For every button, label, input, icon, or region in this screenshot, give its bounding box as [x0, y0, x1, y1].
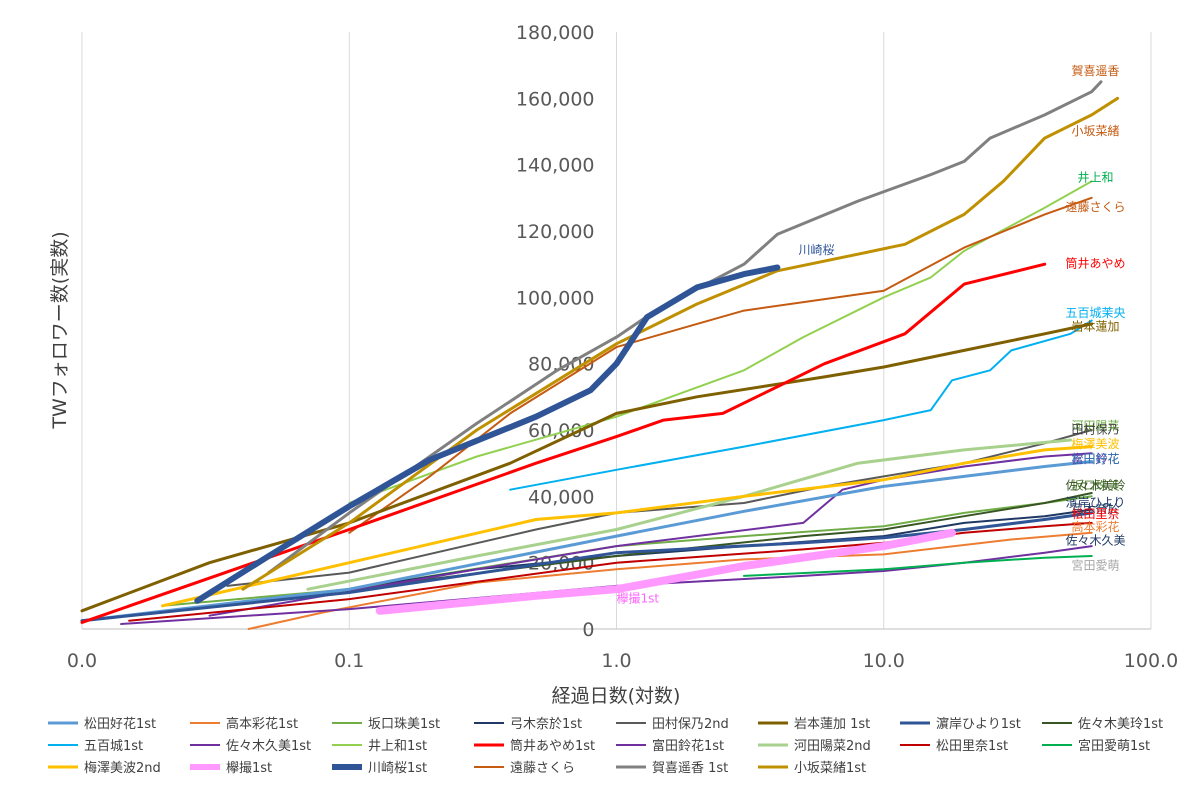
- series-line-14: [128, 521, 1093, 622]
- series-label: 井上和: [1078, 170, 1114, 184]
- series-line-0: [80, 460, 1094, 623]
- series-label: 田村保乃: [1072, 422, 1120, 436]
- legend-label: 遠藤さくら: [510, 761, 575, 776]
- legend-label: 高本彩花1st: [226, 716, 298, 732]
- series-line-1: [247, 531, 1093, 630]
- legend-label: 坂口珠美1st: [368, 717, 440, 732]
- series-label: 佐々木美玲: [1066, 479, 1126, 493]
- series-label: 高本彩花: [1072, 519, 1120, 534]
- legend-label: 川崎桜1st: [368, 761, 427, 776]
- series-line-10: [348, 180, 1093, 504]
- legend-label: 賀喜遥香 1st: [652, 761, 728, 776]
- legend-label: 佐々木久美1st: [226, 739, 311, 754]
- series-label: 松田里奈: [1072, 507, 1120, 521]
- y-tick-label: 40,000: [528, 486, 594, 508]
- series-line-7: [348, 492, 1093, 591]
- series-label: 富田鈴花: [1072, 451, 1120, 466]
- series-label: 弓木奈於: [1072, 501, 1120, 516]
- series-label: 梅澤美波: [1072, 436, 1120, 451]
- legend-label: 筒井あやめ1st: [510, 738, 595, 754]
- x-tick-label: 100.0: [1124, 650, 1178, 672]
- x-tick-label: 1.0: [601, 650, 631, 672]
- series-line-3: [306, 508, 1093, 597]
- legend-label: 松田里奈1st: [936, 739, 1008, 754]
- x-tick-label: 0.0: [67, 650, 97, 672]
- x-tick-label: 0.1: [334, 650, 364, 672]
- series-line-15: [743, 555, 1093, 577]
- series-labels: 川崎桜 賀喜遥香小坂菜緒井上和遠藤さくら筒井あやめ五百城茉央岩本蓮加河田陽菜田村保…: [617, 64, 1126, 605]
- legend-label: 佐々木美玲1st: [1078, 717, 1163, 732]
- series-label: 筒井あやめ: [1066, 255, 1126, 270]
- legend-label: 五百城1st: [84, 739, 143, 754]
- series-line-21: [241, 96, 1120, 591]
- legend-label: 宮田愛萌1st: [1078, 738, 1150, 754]
- legend-label: 松田好花1st: [84, 716, 156, 732]
- series-line-8: [509, 319, 1093, 491]
- series-label: 河田陽菜: [1072, 419, 1120, 433]
- y-tick-label: 120,000: [516, 221, 595, 243]
- legend-label: 岩本蓮加 1st: [794, 717, 870, 732]
- y-tick-label: 140,000: [516, 155, 595, 177]
- legend-label: 小坂菜緒1st: [794, 761, 866, 776]
- series-line-17: [375, 528, 956, 615]
- legend-label: 弓木奈於1st: [510, 716, 582, 732]
- series-label: 遠藤さくら: [1066, 200, 1126, 214]
- series-label: 宮田愛萌: [1072, 557, 1120, 572]
- series-label: 佐々木久美: [1066, 533, 1126, 547]
- y-axis-title: TWフォロワー数(実数): [49, 231, 71, 429]
- y-tick-label: 180,000: [516, 22, 595, 44]
- legend-label: 欅撮1st: [226, 760, 272, 776]
- legend: 松田好花1st 高本彩花1st 坂口珠美1st 弓木奈於1st 田村保乃2nd 岩本蓮加 …: [48, 716, 1163, 776]
- legend-label: 河田陽菜2nd: [794, 739, 871, 754]
- legend-label: 濵岸ひより1st: [936, 717, 1021, 732]
- x-axis-ticks: 0.0 0.1 1.0 10.0 100.0: [67, 650, 1178, 672]
- series-line-9: [120, 545, 1093, 625]
- series-lines: [80, 80, 1120, 630]
- series-line-16: [161, 445, 1094, 608]
- x-tick-label: 10.0: [863, 650, 905, 672]
- series-label: 欅撮1st: [617, 591, 660, 605]
- series-line-11: [80, 262, 1047, 624]
- series-line-18: [194, 264, 781, 604]
- legend-label: 富田鈴花1st: [652, 738, 724, 754]
- series-line-20: [267, 80, 1103, 575]
- series-label: 岩本蓮加: [1072, 319, 1120, 334]
- y-tick-label: 100,000: [516, 287, 595, 309]
- series-label: 賀喜遥香: [1072, 64, 1120, 78]
- x-axis-title: 経過日数(対数): [552, 685, 681, 707]
- gridlines: [81, 32, 1152, 630]
- y-tick-label: 0: [582, 619, 594, 641]
- series-label: 川崎桜: [799, 243, 835, 257]
- legend-label: 田村保乃2nd: [652, 717, 729, 732]
- series-label: 松田好花: [1072, 451, 1120, 466]
- series-line-6: [80, 511, 1094, 623]
- y-tick-label: 160,000: [516, 88, 595, 110]
- series-line-4: [226, 429, 1093, 587]
- series-label: 五百城茉央: [1066, 306, 1126, 320]
- series-label: 坂口珠美: [1072, 479, 1120, 493]
- legend-label: 井上和1st: [368, 739, 427, 754]
- series-label: 濱岸ひより: [1066, 495, 1126, 509]
- series-label: 小坂菜緒: [1072, 123, 1120, 138]
- legend-label: 梅澤美波2nd: [84, 761, 161, 776]
- series-line-12: [208, 452, 1093, 617]
